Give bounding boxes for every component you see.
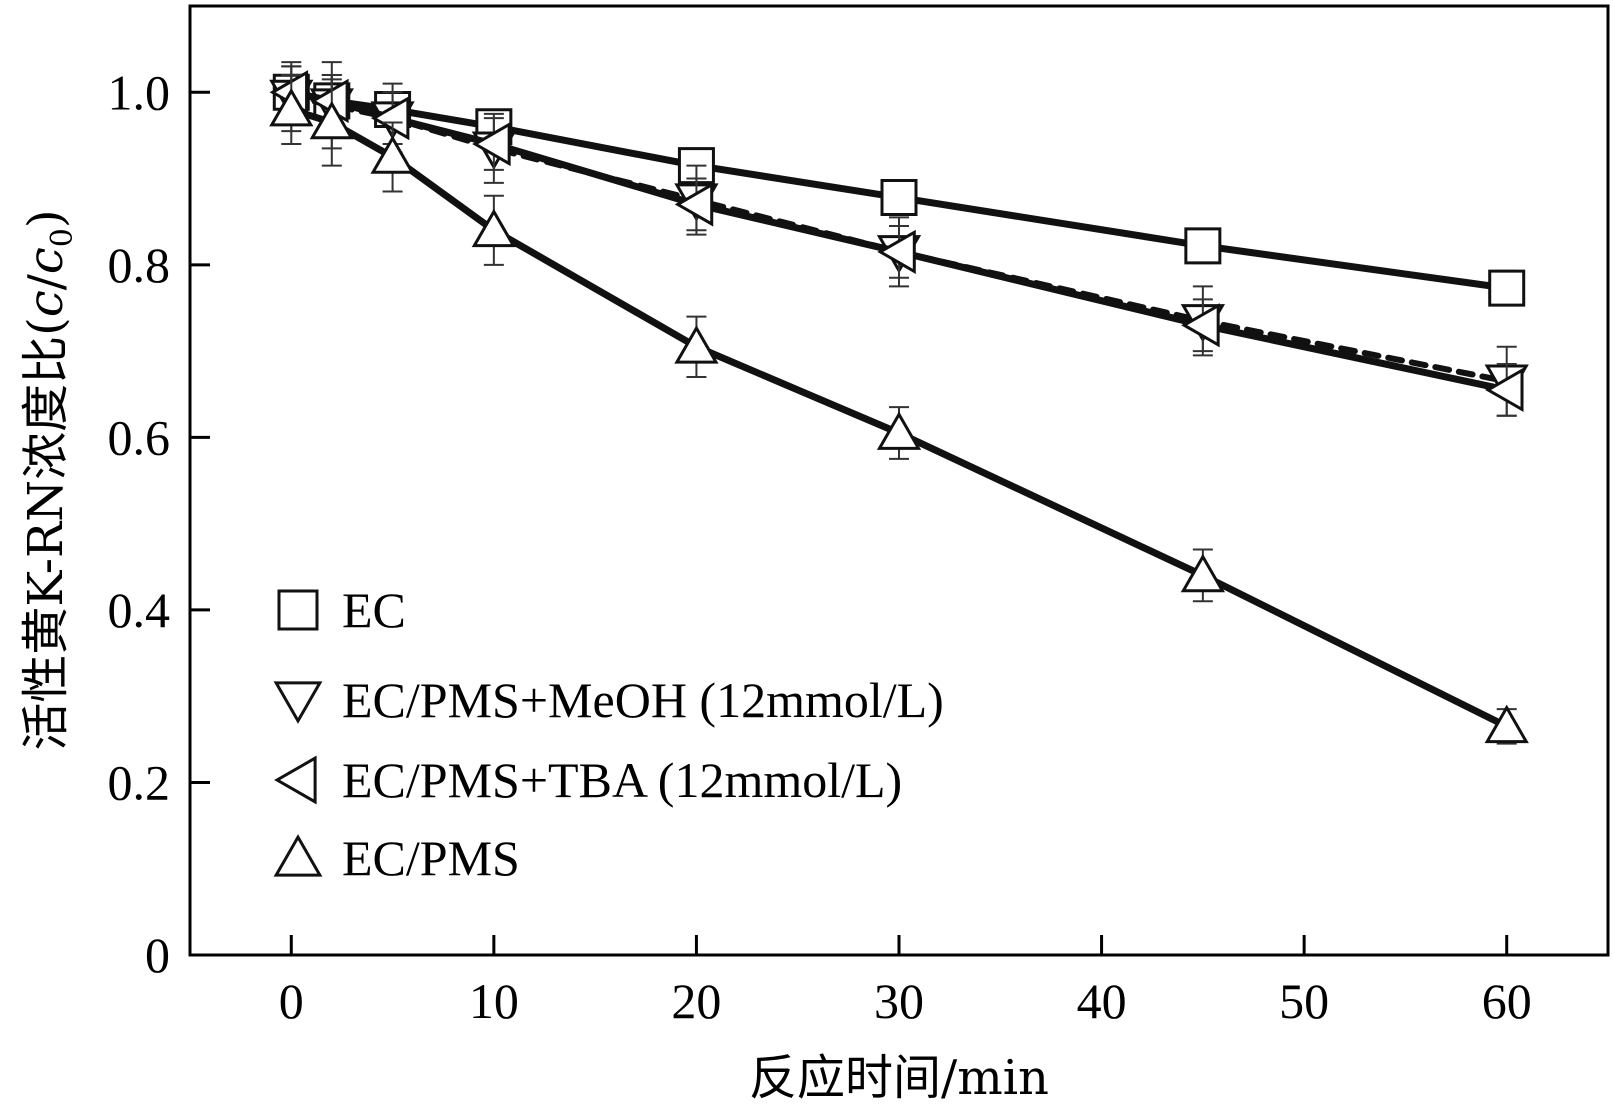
ticks <box>190 90 1509 957</box>
legend-label: EC <box>342 582 406 638</box>
x-tick-label: 50 <box>1279 973 1329 1029</box>
legend-item: EC/PMS <box>273 830 520 886</box>
data-point <box>877 229 916 275</box>
series-layer <box>269 61 1529 745</box>
legend-marker <box>273 681 323 724</box>
y-axis-title-var2: c <box>18 247 74 274</box>
x-tick-labels: 0 10 20 30 40 50 60 <box>279 973 1532 1029</box>
x-tick-label: 60 <box>1482 973 1532 1029</box>
data-point <box>309 100 354 140</box>
x-tick-label: 20 <box>671 973 721 1029</box>
legend-item: EC/PMS+MeOH (12mmol/L) <box>273 672 944 728</box>
y-axis-title-main: 活性黄K-RN浓度比( <box>18 317 74 750</box>
data-point <box>674 182 714 227</box>
data-point <box>472 121 511 167</box>
y-tick-label: 0.8 <box>108 237 171 293</box>
series-ec-pms-tba-12mmol-l <box>269 65 1524 417</box>
data-point <box>1488 269 1526 307</box>
data-point <box>471 208 516 248</box>
y-axis-title-var: c <box>18 290 74 317</box>
series-ec-pms <box>269 74 1529 745</box>
x-tick-label: 30 <box>874 973 924 1029</box>
data-point <box>269 87 314 127</box>
y-axis-title-sub: 0 <box>45 228 80 247</box>
plot-frame <box>188 4 1610 957</box>
y-axis-title-slash: / <box>18 273 74 290</box>
legend-marker <box>274 755 317 805</box>
y-tick-label: 0.6 <box>108 409 171 465</box>
legend-marker <box>273 834 323 877</box>
y-tick-label: 0.2 <box>108 754 171 810</box>
x-tick-label: 40 <box>1077 973 1127 1029</box>
legend-item: EC/PMS+TBA (12mmol/L) <box>274 752 902 808</box>
y-tick-labels: 0 0.2 0.4 0.6 0.8 1.0 <box>108 64 171 983</box>
x-tick-label: 0 <box>279 973 304 1029</box>
data-point <box>876 411 922 450</box>
y-tick-label: 1.0 <box>108 64 171 120</box>
y-tick-label: 0 <box>145 927 170 983</box>
legend-label: EC/PMS <box>342 830 520 886</box>
y-axis-title: 活性黄K-RN浓度比(c/c0) <box>18 209 80 750</box>
legend: EC EC/PMS+MeOH (12mmol/L) EC/PMS+TBA (12mm… <box>273 582 944 886</box>
y-tick-label: 0.4 <box>108 582 171 638</box>
data-point <box>880 179 918 217</box>
data-point <box>1484 704 1529 744</box>
data-point <box>1181 303 1220 348</box>
data-point <box>370 96 410 141</box>
data-point <box>1485 367 1524 413</box>
data-point <box>370 135 415 174</box>
data-point <box>1180 553 1226 593</box>
legend-item: EC <box>277 582 406 638</box>
x-tick-label: 10 <box>469 973 519 1029</box>
data-point <box>674 325 719 364</box>
data-point <box>1184 227 1222 265</box>
legend-label: EC/PMS+TBA (12mmol/L) <box>342 752 902 808</box>
legend-label: EC/PMS+MeOH (12mmol/L) <box>342 672 944 728</box>
x-axis-title: 反应时间/min <box>749 1050 1049 1106</box>
y-axis-title-close: ) <box>18 209 74 228</box>
legend-marker <box>277 589 319 631</box>
